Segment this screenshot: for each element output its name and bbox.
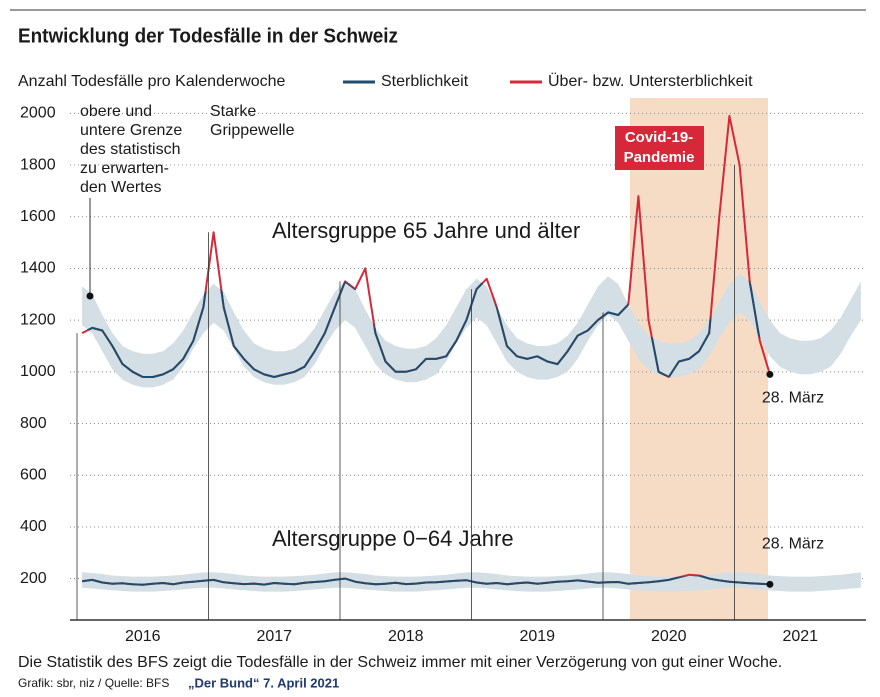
y-tick-label: 1800 [20, 156, 56, 173]
mortality-line [82, 573, 770, 586]
mortality-line [82, 273, 771, 378]
x-tick-label: 2020 [651, 628, 687, 645]
x-tick-label: 2018 [388, 628, 424, 645]
band-note: obere und [80, 103, 152, 120]
end-dot [766, 370, 774, 378]
annotation: Grippewelle [210, 122, 295, 139]
covid-label: Pandemie [624, 149, 695, 166]
band-note: den Wertes [80, 179, 162, 196]
group-label: Altersgruppe 65 Jahre und älter [272, 218, 580, 243]
y-tick-label: 200 [20, 570, 47, 587]
y-tick-label: 2000 [20, 105, 56, 122]
y-tick-label: 400 [20, 518, 47, 535]
y-tick-label: 800 [20, 415, 47, 432]
band-note: untere Grenze [80, 122, 182, 139]
x-tick-label: 2021 [782, 628, 818, 645]
y-tick-label: 1400 [20, 260, 56, 277]
footnote: Die Statistik des BFS zeigt die Todesfäl… [18, 654, 782, 671]
group-label: Altersgruppe 0−64 Jahre [272, 526, 514, 551]
publication: „Der Bund“ 7. April 2021 [188, 675, 339, 690]
y-tick-label: 1600 [20, 208, 56, 225]
legend-label: Über- bzw. Untersterblichkeit [548, 72, 753, 90]
band-note: zu erwarten- [80, 160, 169, 177]
source: Grafik: sbr, niz / Quelle: BFS [18, 676, 169, 690]
end-label: 28. März [762, 390, 824, 407]
y-tick-label: 1000 [20, 363, 56, 380]
chart-title: Entwicklung der Todesfälle in der Schwei… [18, 25, 398, 47]
y-tick-label: 600 [20, 466, 47, 483]
covid-label-box [615, 126, 704, 170]
y-tick-label: 1200 [20, 311, 56, 328]
plot: 200 400 600 800 1000 1200 1400 1600 1800 2000 28. … [20, 105, 866, 620]
covid-label: Covid-19- [625, 129, 693, 146]
x-tick-label: 2017 [256, 628, 292, 645]
end-dot [766, 580, 774, 588]
band-note: des statistisch [80, 141, 180, 158]
x-tick-label: 2016 [125, 628, 161, 645]
x-tick-label: 2019 [519, 628, 555, 645]
legend-label: Sterblichkeit [381, 73, 469, 90]
expected-band [82, 273, 861, 388]
end-label: 28. März [762, 536, 824, 553]
annotation: Starke [210, 103, 256, 120]
band-pointer-dot [86, 292, 94, 300]
y-axis-label: Anzahl Todesfälle pro Kalenderwoche [18, 73, 286, 90]
